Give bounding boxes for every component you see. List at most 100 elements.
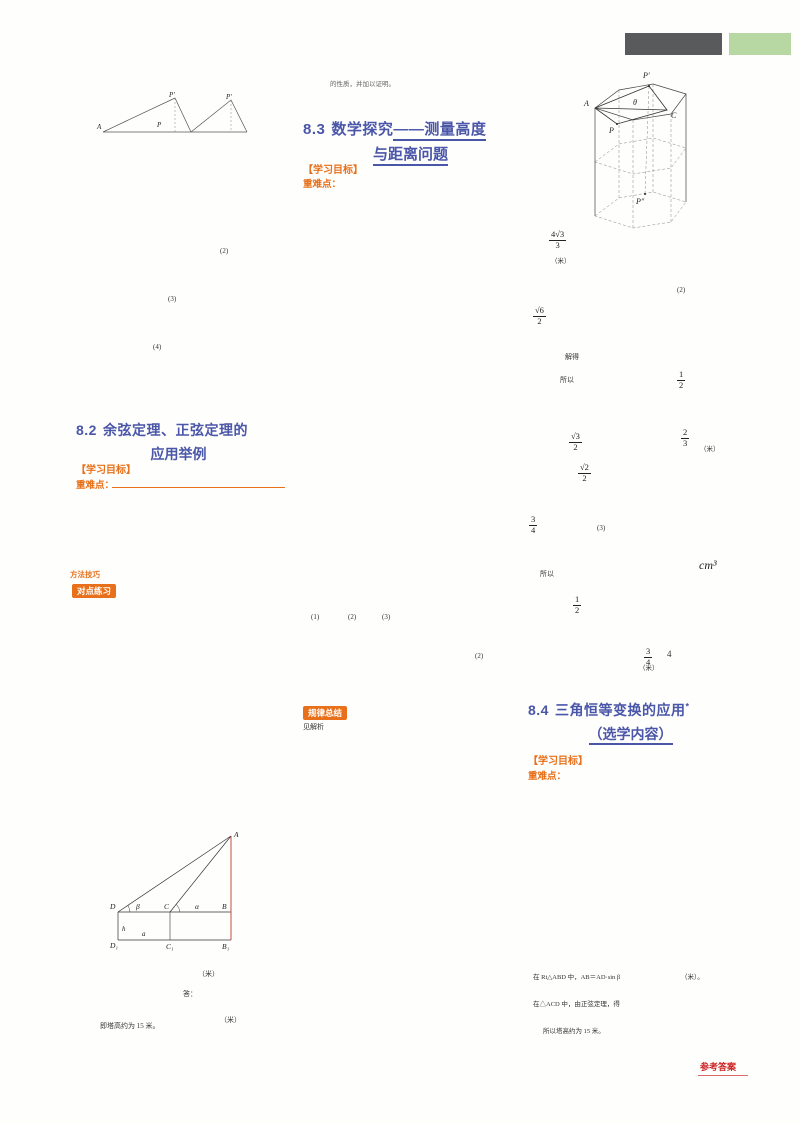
fraction-3-num: 1	[677, 369, 686, 381]
fraction-3: 1 2	[677, 369, 686, 391]
left-part-label-2: (2)	[220, 247, 229, 255]
left-part-label-3: (3)	[168, 295, 177, 303]
section-8-4-number: 8.4	[528, 702, 549, 718]
prism-point-p-double-prime	[644, 193, 646, 195]
tri-label-c: C	[164, 902, 170, 911]
fraction-5: 2 3	[681, 427, 690, 449]
bottom-unit-2: （米）	[220, 1016, 241, 1024]
header-chapter-tab	[625, 33, 722, 55]
section-8-2-keypoint-label: 重难点：	[76, 480, 115, 491]
fraction-1-num: 4√3	[549, 229, 567, 241]
fraction-1-den: 3	[555, 239, 560, 250]
unfold-figure: P′ P′ A P	[96, 91, 248, 133]
bottom-right-line-1b: （米）。	[681, 974, 704, 981]
left-practice-badge: 对点练习	[72, 584, 117, 598]
section-8-4-title-line2: （选学内容）	[528, 724, 733, 745]
unit-note-3: （米）	[639, 665, 659, 672]
prism-label-c: C	[671, 111, 677, 120]
right-part-label-2: (2)	[677, 286, 686, 294]
unfold-label-p-prime-1: P′	[168, 91, 175, 99]
section-8-3-number: 8.3	[303, 121, 326, 138]
tri-label-beta: β	[135, 902, 140, 911]
unfold-zigzag	[102, 97, 248, 133]
header-page-tab	[729, 33, 791, 55]
prism-mid-section	[594, 137, 687, 175]
bottom-unit-cap: （米）	[198, 970, 219, 978]
right-part-label-3: (3)	[597, 524, 606, 532]
section-8-3-title-plain: 数学探究	[331, 121, 394, 138]
mid-part-label-3: (3)	[382, 613, 391, 621]
section-8-4-heading: 8.4 三角恒等变换的应用* （选学内容）	[528, 700, 733, 745]
fraction-2: √6 2	[533, 305, 546, 327]
tri-label-b1: B₁	[222, 942, 230, 951]
fraction-9: 3 4	[644, 646, 653, 668]
bottom-right-line-3: 所以塔高约为 15 米。	[543, 1028, 605, 1035]
fraction-5-num: 2	[681, 427, 690, 439]
section-8-4-objective-label: 【学习目标】	[528, 756, 588, 767]
tri-sight-line-c	[169, 835, 232, 913]
section-8-2-keypoint-rule	[112, 487, 285, 488]
section-8-3-title-line1: 8.3 数学探究——测量高度	[303, 118, 518, 141]
section-8-3-objective-label: 【学习目标】	[303, 165, 363, 176]
tri-sight-line-d	[117, 835, 232, 913]
fraction-6-num: √2	[578, 462, 591, 474]
footer-answer-mark: 参考答案	[700, 1062, 737, 1072]
fraction-8: 1 2	[573, 594, 582, 616]
prism-point-p	[616, 123, 618, 125]
fraction-9-den: 4	[646, 656, 651, 667]
section-8-2-title-line1: 8.2 余弦定理、正弦定理的	[76, 420, 281, 440]
tri-label-h: h	[122, 925, 126, 933]
section-8-2-heading: 8.2 余弦定理、正弦定理的 应用举例	[76, 420, 281, 464]
fraction-6: √2 2	[578, 462, 591, 484]
section-8-3-title-line2: 与距离问题	[303, 143, 518, 166]
prism-label-theta: θ	[633, 98, 637, 107]
section-8-4-title-line2-text: （选学内容）	[588, 726, 673, 745]
section-8-2-objective-label: 【学习目标】	[76, 465, 136, 476]
tri-label-d1: D₁	[109, 941, 118, 950]
tri-label-a: A	[233, 830, 239, 839]
tri-label-c1: C₁	[166, 942, 174, 951]
fraction-4: √3 2	[569, 431, 582, 453]
footer-rule	[698, 1075, 748, 1076]
mid-part-label-1: (1)	[311, 613, 320, 621]
section-8-2-title-line2: 应用举例	[150, 446, 207, 462]
section-8-3-title-line2-text: 与距离问题	[372, 146, 448, 166]
tri-label-alpha: α	[195, 902, 200, 911]
fraction-7-den: 4	[531, 524, 536, 535]
prism-label-p-prime: P′	[642, 71, 650, 80]
fraction-7-num: 3	[529, 514, 538, 526]
unfold-label-a: A	[96, 123, 102, 131]
section-8-4-title-asterisk: *	[685, 701, 690, 712]
unit-note-1: （米）	[551, 258, 571, 265]
tri-angle-arc-beta	[127, 905, 131, 913]
section-8-3-heading: 8.3 数学探究——测量高度 与距离问题	[303, 118, 518, 166]
so-text-1: 所以	[560, 376, 574, 384]
section-8-3-title-underlined: ——测量高度	[393, 121, 487, 141]
prism-path-triangle	[594, 85, 668, 111]
fraction-1: 4√3 3	[549, 229, 567, 251]
fraction-8-den: 2	[575, 604, 580, 615]
bottom-right-line-2: 在△ACD 中，由正弦定理，得	[533, 1001, 620, 1008]
prism-label-p-double-prime: P″	[635, 197, 645, 206]
unfold-label-p: P	[156, 121, 162, 129]
fraction-5-den: 3	[683, 437, 688, 448]
value-four: 4	[667, 649, 672, 659]
fraction-2-num: √6	[533, 305, 546, 317]
bottom-right-line-1: 在 Rt△ABD 中，AB＝AD·sin β	[533, 974, 621, 981]
so-text-2: 所以	[540, 570, 554, 578]
unfold-label-p-prime-2: P′	[225, 93, 232, 101]
section-8-2-title-text: 余弦定理、正弦定理的	[102, 422, 248, 438]
fraction-3-den: 2	[679, 379, 684, 390]
left-part-label-4: (4)	[153, 343, 162, 351]
mid-badge-note: 见解析	[303, 723, 324, 731]
prism-label-a: A	[583, 99, 589, 108]
section-8-4-keypoint-label: 重难点：	[528, 771, 567, 782]
section-8-2-number: 8.2	[76, 422, 97, 438]
left-method-note: 方法技巧	[70, 570, 100, 579]
prism-label-p: P	[608, 126, 614, 135]
height-measurement-figure: A D β C α B D₁ h a C₁ B₁	[109, 830, 239, 951]
tri-label-d: D	[109, 902, 116, 911]
tri-label-b: B	[222, 902, 227, 911]
prism-axis-dashed	[644, 85, 650, 195]
